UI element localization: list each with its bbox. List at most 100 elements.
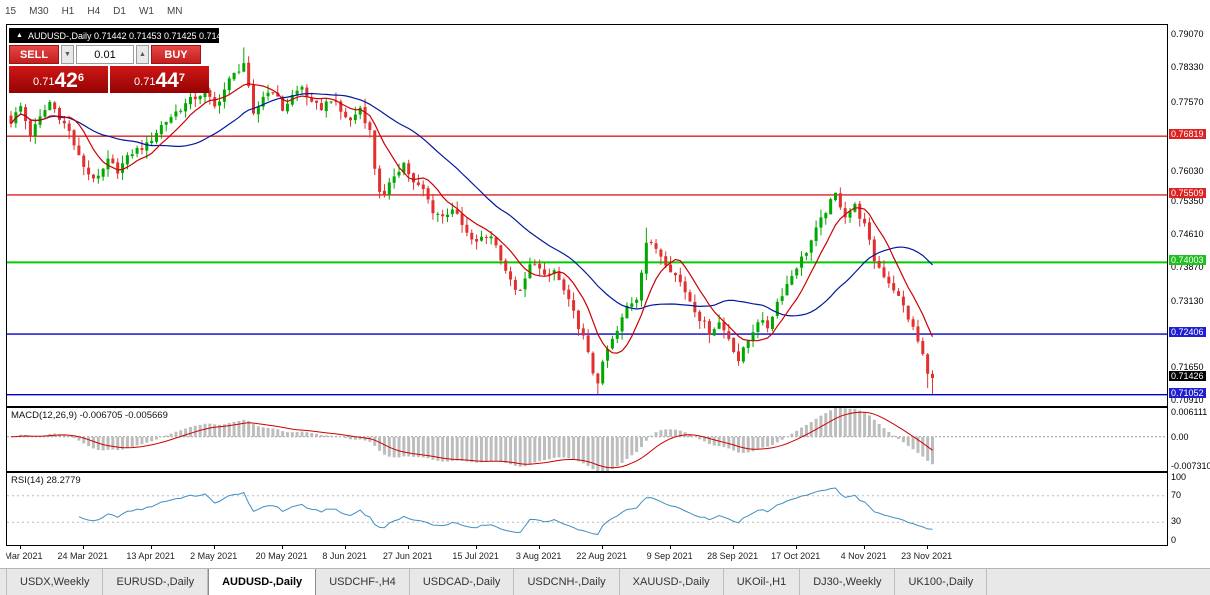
timeframe-h1[interactable]: H1 — [61, 5, 75, 17]
ma-slow-line — [10, 92, 933, 317]
sell-price-prefix: 0.71 — [33, 76, 55, 88]
date-label: 20 May 2021 — [255, 551, 308, 561]
tab-eurusd-daily[interactable]: EURUSD-,Daily — [103, 569, 209, 595]
rsi-line — [78, 487, 933, 535]
tab-dj30-weekly[interactable]: DJ30-,Weekly — [800, 569, 896, 595]
date-tick — [150, 546, 152, 549]
volume-increase-icon[interactable]: ▲ — [136, 45, 149, 64]
volume-decrease-icon[interactable]: ▼ — [61, 45, 74, 64]
date-label: 4 Nov 2021 — [840, 551, 887, 561]
ma-fast-line — [10, 83, 934, 354]
one-click-trading-controls: SELL ▼ ▲ BUY — [9, 45, 201, 64]
date-tick — [344, 546, 346, 549]
date-label: 23 Nov 2021 — [901, 551, 953, 561]
price-axis-label: 100 — [1171, 472, 1187, 482]
price-axis-label: 0.75350 — [1171, 196, 1204, 207]
main-chart-panel[interactable]: ▲ AUDUSD-,Daily 0.71442 0.71453 0.71425 … — [6, 24, 1168, 407]
timeframe-m30[interactable]: M30 — [29, 5, 49, 17]
date-tick — [732, 546, 734, 549]
horizontal-level-lines[interactable] — [7, 135, 1167, 396]
tab-audusd-daily[interactable]: AUDUSD-,Daily — [208, 569, 317, 595]
date-axis: 5 Mar 2021 24 Mar 2021 13 Apr 2021 2 May 20… — [6, 546, 1168, 566]
date-tick — [601, 546, 603, 549]
price-axis-label: 0.73130 — [1171, 295, 1204, 306]
date-tick — [926, 546, 928, 549]
price-axis-label: 0 — [1171, 535, 1177, 545]
price-axis-label: 0.71650 — [1171, 361, 1204, 372]
symbol-tab-bar: USDX,Weekly EURUSD-,Daily AUDUSD-,Daily USD… — [0, 568, 1210, 595]
date-label: 3 Aug 2021 — [515, 551, 562, 561]
tab-usdx-weekly[interactable]: USDX,Weekly — [6, 569, 104, 595]
price-axis-label: 0.74610 — [1171, 229, 1204, 240]
timeframe-h4[interactable]: H4 — [87, 5, 101, 17]
timeframe-w1[interactable]: W1 — [138, 5, 154, 17]
date-tick — [19, 546, 21, 549]
date-label: 5 Mar 2021 — [6, 551, 43, 561]
chart-symbol-bar[interactable]: ▲ AUDUSD-,Daily 0.71442 0.71453 0.71425 … — [9, 28, 232, 43]
buy-price-big: 44 — [155, 69, 179, 92]
date-tick — [795, 546, 797, 549]
date-tick — [213, 546, 215, 549]
collapse-chart-icon[interactable]: ▲ — [16, 32, 23, 39]
chart-ohlc-text: AUDUSD-,Daily 0.71442 0.71453 0.71425 0.… — [27, 30, 232, 41]
price-axis-label: 0.78330 — [1171, 62, 1204, 73]
tab-uk100-daily[interactable]: UK100-,Daily — [895, 569, 988, 595]
date-label: 24 Mar 2021 — [57, 551, 109, 561]
buy-price-prefix: 0.71 — [134, 76, 156, 88]
buy-price-box[interactable]: 0.71 44 7 — [110, 66, 209, 93]
date-label: 17 Oct 2021 — [771, 551, 821, 561]
macd-histogram — [14, 408, 934, 471]
volume-input[interactable] — [76, 45, 134, 64]
rsi-chart[interactable] — [7, 473, 1167, 545]
price-axis: 0.79070 0.78330 0.77570 0.76030 0.75350 0.746… — [1168, 24, 1210, 546]
tab-ukoil-h1[interactable]: UKOil-,H1 — [723, 569, 801, 595]
price-axis-label: 0.73870 — [1171, 262, 1204, 273]
price-axis-label: 0.70910 — [1171, 395, 1204, 406]
date-tick — [82, 546, 84, 549]
sell-price-pip: 6 — [77, 72, 84, 84]
macd-chart[interactable] — [7, 408, 1167, 471]
tab-usdchf-h4[interactable]: USDCHF-,H4 — [316, 569, 410, 595]
date-label: 9 Sep 2021 — [646, 551, 693, 561]
price-level-badge: 0.72406 — [1169, 327, 1206, 337]
price-level-badge: 0.75509 — [1169, 187, 1206, 198]
timeframe-mn[interactable]: MN — [166, 5, 183, 17]
sell-button[interactable]: SELL — [9, 45, 59, 64]
macd-signal-line — [10, 411, 933, 469]
price-axis-label: 0.00 — [1171, 431, 1189, 442]
price-level-badge: 0.71052 — [1169, 387, 1206, 398]
candlestick-chart[interactable] — [7, 25, 1167, 406]
date-tick — [475, 546, 477, 549]
date-label: 15 Jul 2021 — [452, 551, 499, 561]
date-tick — [281, 546, 283, 549]
price-level-badge: 0.74003 — [1169, 255, 1206, 266]
price-axis-label: 0.006111 — [1171, 407, 1208, 417]
price-axis-label: -0.007310 — [1171, 461, 1210, 471]
tab-xauusd-daily[interactable]: XAUUSD-,Daily — [619, 569, 724, 595]
date-label: 27 Jun 2021 — [382, 551, 433, 561]
macd-panel[interactable]: MACD(12,26,9) -0.006705 -0.005669 — [6, 407, 1168, 472]
date-tick — [669, 546, 671, 549]
date-label: 13 Apr 2021 — [126, 551, 175, 561]
timeframe-15[interactable]: 15 — [5, 5, 17, 17]
buy-button[interactable]: BUY — [151, 45, 201, 64]
date-tick — [863, 546, 865, 549]
one-click-trading-prices: 0.71 42 6 0.71 44 7 — [9, 66, 209, 93]
tab-usdcnh-daily[interactable]: USDCNH-,Daily — [514, 569, 620, 595]
tab-usdcad-daily[interactable]: USDCAD-,Daily — [409, 569, 515, 595]
price-axis-label: 70 — [1171, 489, 1182, 500]
date-label: 2 May 2021 — [190, 551, 238, 561]
price-axis-label: 30 — [1171, 516, 1182, 527]
rsi-panel[interactable]: RSI(14) 28.2779 — [6, 472, 1168, 546]
price-axis-label: 0.79070 — [1171, 29, 1204, 40]
buy-price-pip: 7 — [178, 72, 185, 84]
date-tick — [407, 546, 409, 549]
sell-price-box[interactable]: 0.71 42 6 — [9, 66, 108, 93]
date-label: 28 Sep 2021 — [707, 551, 759, 561]
price-level-badge: 0.76819 — [1169, 129, 1206, 140]
date-label: 22 Aug 2021 — [576, 551, 627, 561]
timeframe-d1[interactable]: D1 — [113, 5, 126, 17]
date-label: 8 Jun 2021 — [322, 551, 367, 561]
price-axis-label: 0.77570 — [1171, 96, 1204, 107]
timeframe-toolbar: 15 M30 H1 H4 D1 W1 MN — [0, 0, 1210, 22]
